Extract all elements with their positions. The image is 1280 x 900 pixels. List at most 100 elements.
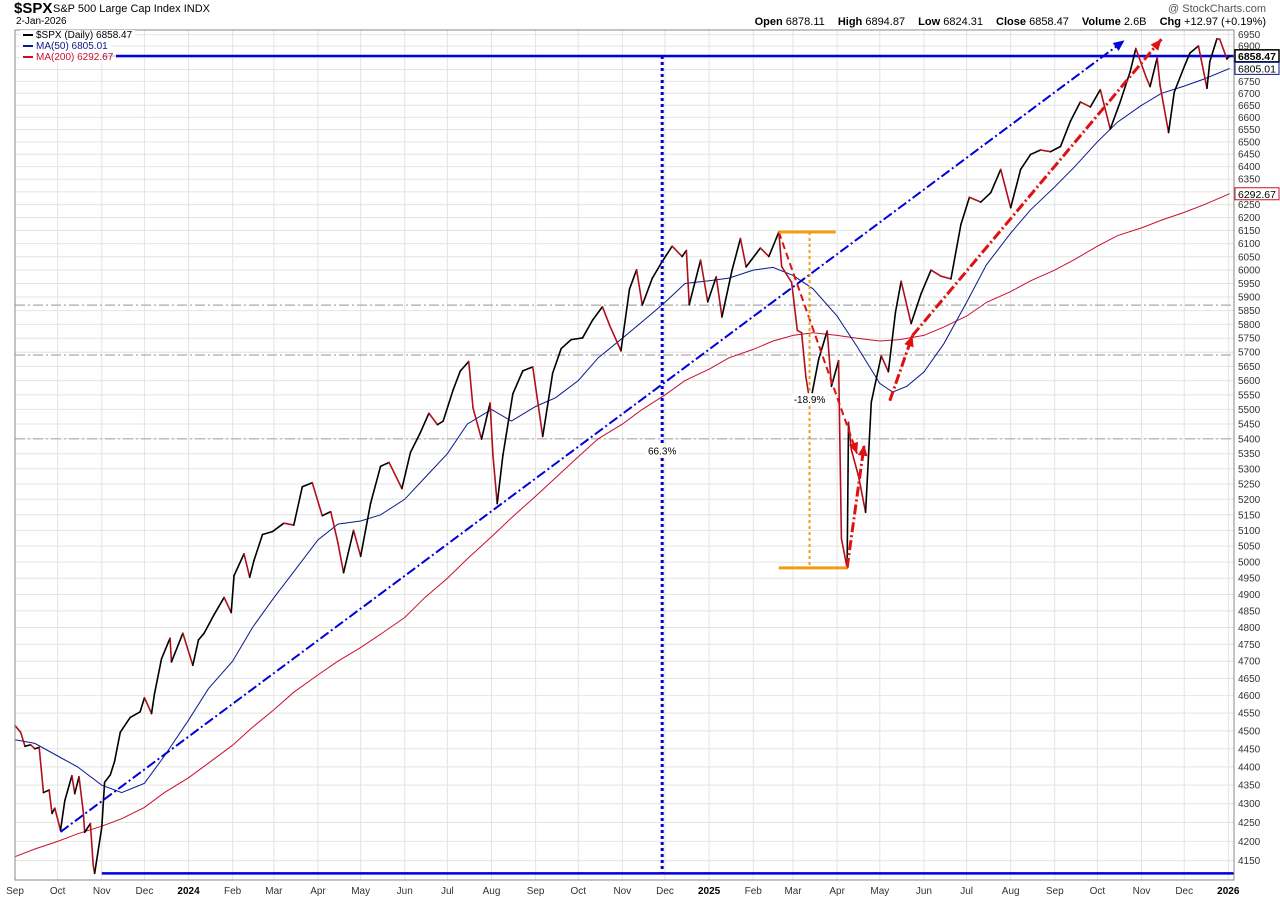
close-marker-label: 6858.47 — [1238, 51, 1276, 63]
x-tick-label: 2024 — [177, 886, 200, 897]
price-segment — [608, 324, 622, 352]
close-label: Close — [996, 16, 1027, 28]
red-trend-line — [777, 231, 859, 455]
price-segment — [699, 259, 709, 303]
y-tick-label: 4900 — [1238, 590, 1261, 601]
price-segment — [1197, 45, 1208, 90]
y-tick-label: 5300 — [1238, 464, 1261, 475]
y-tick-label: 6250 — [1238, 200, 1261, 211]
price-segment — [1059, 120, 1072, 148]
price-segment — [980, 191, 992, 203]
price-segment — [688, 259, 702, 306]
price-segment — [968, 196, 982, 203]
y-tick-label: 6550 — [1238, 125, 1261, 136]
y-tick-label: 6700 — [1238, 89, 1261, 100]
price-segment — [1183, 52, 1191, 68]
x-tick-label: Feb — [224, 886, 242, 897]
x-tick-label: Oct — [1090, 886, 1106, 897]
price-segment — [38, 746, 45, 794]
price-segment — [253, 533, 264, 562]
y-tick-label: 6050 — [1238, 252, 1261, 263]
x-tick-label: Dec — [656, 886, 674, 897]
high-value: 6894.87 — [865, 16, 906, 28]
y-tick-label: 6450 — [1238, 150, 1261, 161]
chart-date: 2-Jan-2026 — [16, 16, 67, 27]
x-tick-label: Oct — [570, 886, 586, 897]
arrowhead — [904, 335, 914, 348]
price-segment — [182, 632, 194, 667]
price-segment — [472, 407, 483, 440]
change-label: Chg — [1159, 16, 1181, 28]
price-segment — [292, 485, 304, 526]
ma200-line — [14, 193, 1230, 858]
price-segment — [71, 774, 76, 795]
low-label: Low — [918, 16, 941, 28]
price-segment — [721, 270, 733, 318]
price-segment — [271, 522, 285, 533]
price-segment — [706, 275, 718, 303]
y-tick-label: 5850 — [1238, 306, 1261, 317]
price-segment — [103, 774, 112, 784]
price-segment — [1019, 153, 1032, 171]
y-tick-label: 6500 — [1238, 137, 1261, 148]
y-tick-label: 4750 — [1238, 640, 1261, 651]
chart-symbol: $SPX — [14, 0, 53, 17]
legend-ma200-swatch — [23, 56, 33, 59]
price-segment — [1145, 75, 1151, 88]
price-segment — [301, 481, 314, 488]
price-segment — [739, 237, 747, 268]
y-tick-label: 4150 — [1238, 856, 1261, 867]
legend-ma200-label: MA(200) 6292.67 — [36, 52, 114, 63]
y-tick-label: 4400 — [1238, 762, 1261, 773]
price-segment — [82, 811, 86, 834]
chart-grid — [14, 30, 1234, 880]
legend-ma50: MA(50) 6805.01 — [20, 41, 111, 52]
price-segment — [459, 360, 470, 372]
price-segment — [489, 402, 494, 456]
volume-label: Volume — [1081, 16, 1121, 28]
x-tick-label: Oct — [50, 886, 66, 897]
price-segment — [213, 596, 225, 616]
plot-frame — [14, 29, 1235, 881]
price-segment — [1129, 47, 1137, 73]
x-tick-label: Aug — [483, 886, 501, 897]
y-tick-label: 4350 — [1238, 781, 1261, 792]
y-tick-label: 5100 — [1238, 526, 1261, 537]
price-segment — [570, 337, 584, 341]
y-tick-label: 5050 — [1238, 542, 1261, 553]
close-value: 6858.47 — [1029, 16, 1069, 28]
price-segment — [129, 710, 141, 719]
price-segment — [467, 360, 474, 409]
open-value: 6878.11 — [785, 16, 825, 28]
stockcharts-watermark: @ StockCharts.com — [1168, 3, 1266, 15]
x-tick-label: Nov — [613, 886, 631, 897]
x-tick-label: 2026 — [1217, 886, 1240, 897]
price-segment — [628, 268, 638, 290]
price-segment — [930, 269, 942, 278]
price-segment — [887, 311, 897, 373]
price-segment — [1189, 45, 1200, 54]
price-segment — [153, 658, 163, 696]
legend-price-label: $SPX (Daily) 6858.47 — [36, 30, 133, 41]
arrowhead — [1112, 40, 1125, 51]
price-segment — [89, 822, 95, 867]
exchange-code: INDX — [183, 3, 210, 15]
ma50-layer — [14, 67, 1230, 794]
y-tick-label: 4450 — [1238, 744, 1261, 755]
y-tick-label: 5350 — [1238, 449, 1261, 460]
price-segment — [1029, 149, 1042, 156]
y-tick-label: 6000 — [1238, 266, 1261, 277]
price-segment — [1069, 101, 1082, 123]
legend-ma50-label: MA(50) 6805.01 — [36, 41, 108, 52]
x-tick-label: Apr — [310, 886, 326, 897]
price-segment — [73, 775, 80, 795]
price-segment — [731, 237, 742, 272]
price-segment — [894, 280, 902, 314]
y-tick-label: 4850 — [1238, 606, 1261, 617]
price-segment — [560, 338, 572, 350]
x-tick-label: Sep — [6, 886, 24, 897]
price-segment — [591, 305, 604, 322]
chart-name: S&P 500 Large Cap Index INDX — [53, 3, 210, 15]
ma50-line — [14, 67, 1230, 794]
